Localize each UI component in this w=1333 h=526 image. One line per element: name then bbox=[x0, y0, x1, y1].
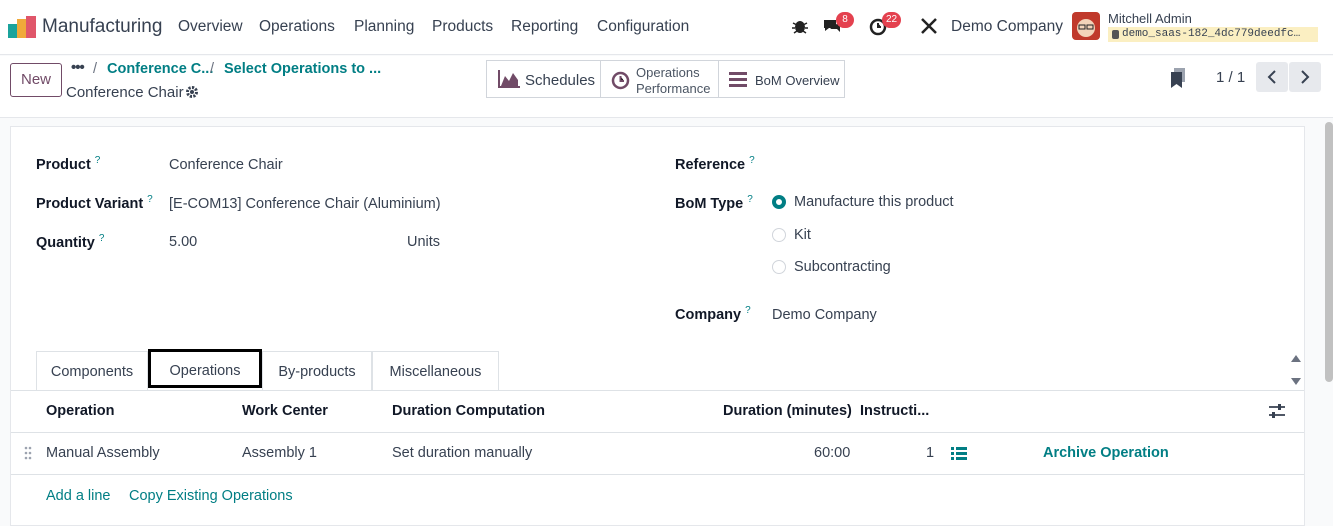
bom-type-subcontracting-radio[interactable] bbox=[772, 260, 786, 274]
bom-type-kit-radio[interactable] bbox=[772, 228, 786, 242]
schedules-button[interactable]: Schedules bbox=[486, 60, 601, 98]
col-operation[interactable]: Operation bbox=[46, 403, 115, 419]
product-variant-field[interactable]: [E-COM13] Conference Chair (Aluminium) bbox=[169, 196, 441, 212]
product-field[interactable]: Conference Chair bbox=[169, 157, 283, 173]
schedules-label: Schedules bbox=[525, 72, 596, 89]
breadcrumb-separator: / bbox=[93, 61, 98, 77]
col-work-center[interactable]: Work Center bbox=[242, 403, 328, 419]
list-icon bbox=[729, 72, 747, 87]
activity-badge: 22 bbox=[882, 12, 902, 28]
archive-operation-button[interactable]: Archive Operation bbox=[1043, 445, 1169, 461]
gear-icon[interactable] bbox=[185, 85, 199, 99]
pager-value[interactable]: 1 / 1 bbox=[1216, 69, 1246, 86]
company-label: Company? bbox=[675, 305, 751, 323]
col-instructions[interactable]: Instructi... bbox=[860, 403, 930, 419]
col-duration-computation[interactable]: Duration Computation bbox=[392, 403, 546, 419]
cell-instructions: 1 bbox=[926, 445, 935, 461]
tools-icon[interactable] bbox=[919, 16, 939, 36]
clock-icon bbox=[611, 71, 630, 90]
sort-arrows-icon[interactable] bbox=[1290, 353, 1302, 387]
operations-performance-button[interactable]: Operations Performance bbox=[600, 60, 719, 98]
pager-next-button[interactable] bbox=[1289, 62, 1321, 92]
menu-planning[interactable]: Planning bbox=[354, 18, 415, 35]
cell-work-center[interactable]: Assembly 1 bbox=[242, 445, 317, 461]
breadcrumb-separator: / bbox=[210, 61, 215, 77]
bom-overview-button[interactable]: BoM Overview bbox=[718, 60, 845, 98]
bom-type-manufacture-radio[interactable] bbox=[772, 195, 786, 209]
operations-performance-label-1: Operations bbox=[636, 65, 700, 80]
menu-operations[interactable]: Operations bbox=[259, 18, 335, 35]
tab-divider bbox=[11, 390, 1304, 391]
menu-products[interactable]: Products bbox=[432, 18, 494, 35]
cell-operation[interactable]: Manual Assembly bbox=[46, 445, 160, 461]
reference-field[interactable] bbox=[772, 153, 1292, 177]
clock-icon[interactable] bbox=[868, 16, 888, 36]
tab-operations[interactable]: Operations bbox=[148, 349, 262, 388]
menu-configuration[interactable]: Configuration bbox=[597, 18, 690, 35]
chevron-right-icon bbox=[1301, 70, 1310, 84]
user-avatar[interactable] bbox=[1072, 12, 1100, 40]
record-title: Conference Chair bbox=[66, 84, 184, 101]
product-variant-label: Product Variant? bbox=[36, 194, 153, 212]
bom-type-subcontracting-label[interactable]: Subcontracting bbox=[794, 259, 891, 275]
instructions-list-icon[interactable] bbox=[951, 447, 967, 460]
bookmark-icon[interactable] bbox=[1170, 68, 1186, 88]
bom-type-kit-label[interactable]: Kit bbox=[794, 227, 811, 243]
tab-components[interactable]: Components bbox=[36, 351, 148, 390]
manufacturing-app-icon[interactable] bbox=[8, 16, 36, 38]
breadcrumb-select-operations[interactable]: Select Operations to ... bbox=[224, 61, 382, 77]
breadcrumb-conference-chair[interactable]: Conference C... bbox=[107, 61, 214, 77]
quantity-label: Quantity? bbox=[36, 233, 105, 251]
reference-label: Reference? bbox=[675, 155, 755, 173]
chat-badge: 8 bbox=[836, 12, 854, 28]
new-button[interactable]: New bbox=[10, 63, 62, 97]
copy-existing-operations-link[interactable]: Copy Existing Operations bbox=[129, 488, 293, 504]
operations-performance-label-2: Performance bbox=[636, 81, 711, 96]
add-line-link[interactable]: Add a line bbox=[46, 488, 111, 504]
breadcrumb-more-icon[interactable]: ••• bbox=[71, 59, 85, 76]
top-navbar: Manufacturing Overview Operations Planni… bbox=[0, 0, 1333, 55]
tab-by-products[interactable]: By-products bbox=[262, 351, 372, 390]
menu-overview[interactable]: Overview bbox=[178, 18, 243, 35]
bom-type-label: BoM Type? bbox=[675, 194, 753, 212]
database-tag: demo_saas-182_4dc779deedfc… bbox=[1108, 27, 1318, 42]
uom-field[interactable]: Units bbox=[407, 234, 441, 250]
column-settings-icon[interactable] bbox=[1269, 404, 1285, 419]
form-sheet: Product? Conference Chair Product Varian… bbox=[10, 126, 1305, 526]
menu-reporting[interactable]: Reporting bbox=[511, 18, 579, 35]
bom-type-manufacture-label[interactable]: Manufacture this product bbox=[794, 194, 954, 210]
product-label: Product? bbox=[36, 155, 101, 173]
chevron-left-icon bbox=[1267, 70, 1276, 84]
cell-duration-computation[interactable]: Set duration manually bbox=[392, 445, 533, 461]
cell-duration[interactable]: 60:00 bbox=[814, 445, 851, 461]
bom-overview-label: BoM Overview bbox=[755, 73, 840, 88]
control-panel: New ••• / Conference C... / Select Opera… bbox=[0, 56, 1333, 118]
table-row[interactable] bbox=[11, 432, 1304, 475]
tab-miscellaneous[interactable]: Miscellaneous bbox=[372, 351, 499, 390]
area-chart-icon bbox=[498, 70, 520, 88]
user-name[interactable]: Mitchell Admin bbox=[1108, 11, 1192, 26]
col-duration-minutes[interactable]: Duration (minutes) bbox=[723, 403, 852, 419]
company-switcher[interactable]: Demo Company bbox=[951, 18, 1063, 35]
company-field[interactable]: Demo Company bbox=[772, 307, 877, 323]
page-scrollbar[interactable] bbox=[1325, 122, 1333, 382]
quantity-field[interactable]: 5.00 bbox=[169, 234, 198, 250]
app-name[interactable]: Manufacturing bbox=[42, 16, 163, 37]
bug-icon[interactable] bbox=[790, 16, 810, 36]
pager-previous-button[interactable] bbox=[1256, 62, 1288, 92]
drag-handle-icon[interactable] bbox=[24, 446, 32, 460]
